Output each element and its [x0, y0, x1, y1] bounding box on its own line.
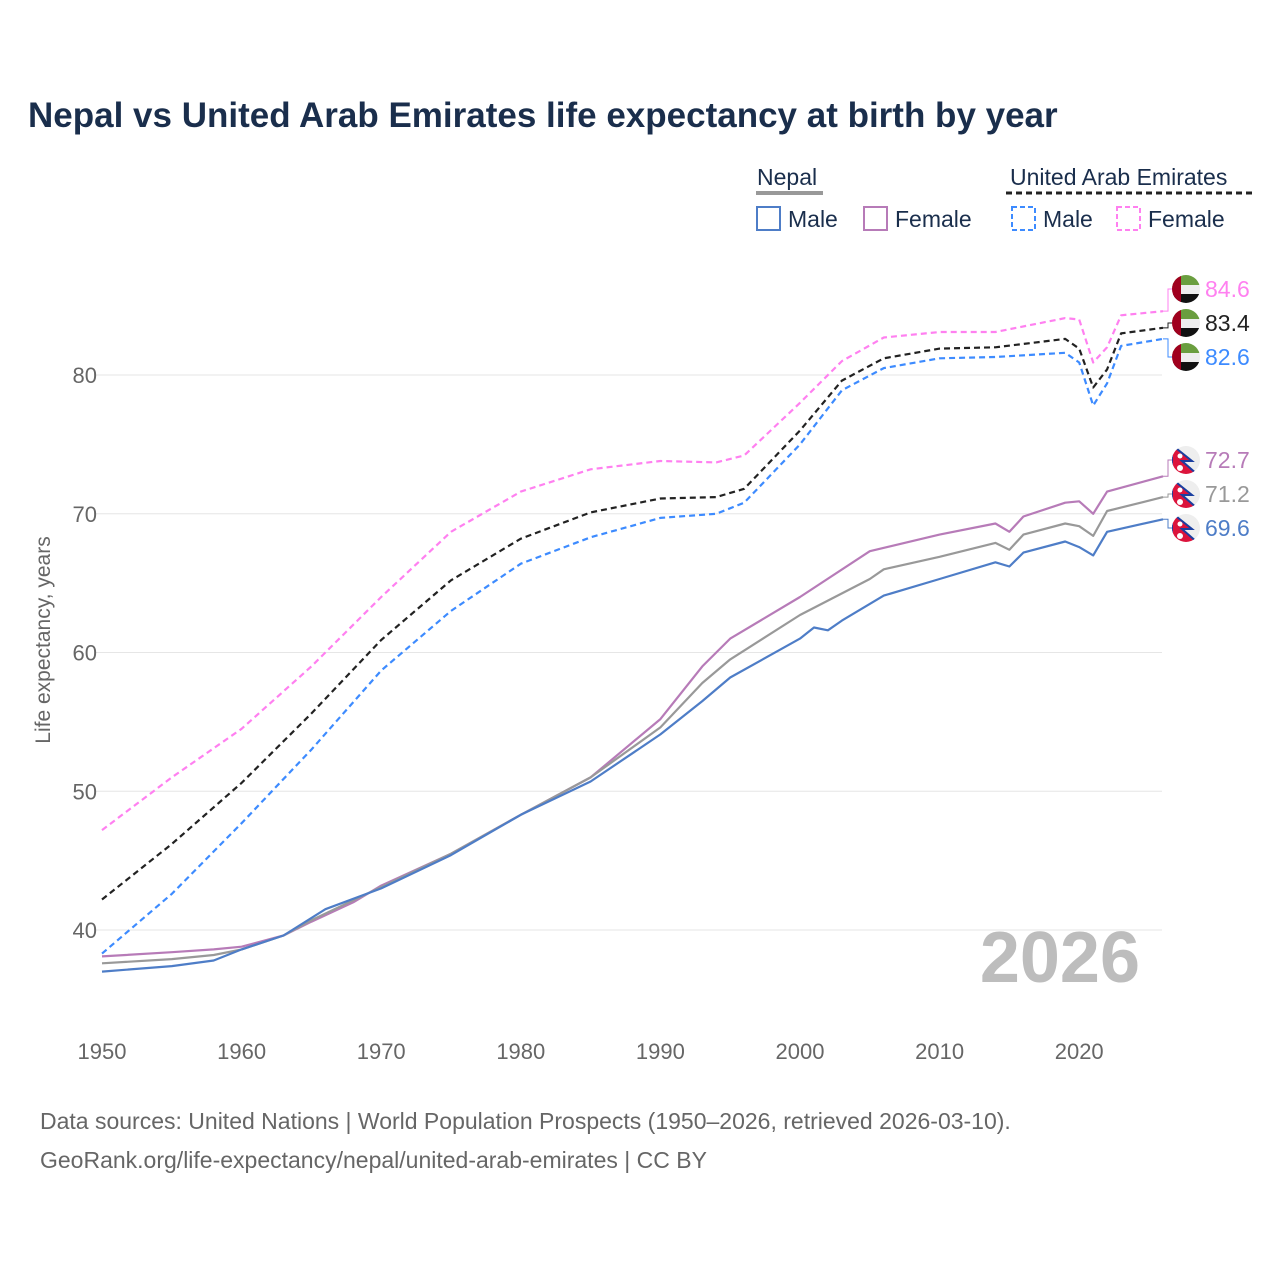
series-line [101, 518, 1164, 973]
series-united-arab-emirates-female: 84.6 [101, 275, 1250, 831]
legend-label-nepal-female[interactable]: Female [895, 206, 972, 232]
y-axis-label: Life expectancy, years [32, 536, 55, 743]
series-nepal-male: 69.6 [101, 514, 1250, 973]
x-tick-label: 2000 [776, 1039, 825, 1064]
flag-red [1172, 309, 1181, 337]
flag-white [1172, 285, 1200, 294]
uae-flag-icon [1172, 275, 1200, 303]
series-united-arab-emirates-total: 83.4 [101, 309, 1250, 901]
flag-moon [1177, 487, 1183, 493]
flag-black [1172, 328, 1200, 337]
legend-swatch-uae-female[interactable] [1116, 206, 1141, 231]
y-tick-label: 60 [73, 641, 97, 666]
series-line [101, 496, 1164, 965]
flag-sun [1177, 499, 1183, 505]
series-line [101, 475, 1164, 958]
y-tick-label: 50 [73, 779, 97, 804]
flag-green [1172, 343, 1200, 353]
x-tick-label: 1960 [217, 1039, 266, 1064]
legend-label-uae-male[interactable]: Male [1043, 206, 1093, 232]
flag-sun [1177, 465, 1183, 471]
flag-body [1172, 480, 1200, 508]
legend-group-nepal: Nepal [757, 164, 817, 190]
source-line-1: Data sources: United Nations | World Pop… [40, 1108, 1011, 1134]
legend-label-nepal-male[interactable]: Male [788, 206, 838, 232]
series-line [101, 326, 1164, 901]
flag-body [1172, 343, 1200, 371]
legend-swatch-nepal-male[interactable] [756, 206, 781, 231]
flag-moon [1177, 521, 1183, 527]
y-tick-label: 40 [73, 918, 97, 943]
legend-label-uae-female[interactable]: Female [1148, 206, 1225, 232]
year-watermark: 2026 [980, 918, 1140, 998]
flag-white [1172, 353, 1200, 362]
flag-body [1172, 514, 1200, 542]
x-tick-label: 2010 [915, 1039, 964, 1064]
x-tick-label: 1950 [78, 1039, 127, 1064]
x-tick-label: 1980 [496, 1039, 545, 1064]
series-line [101, 337, 1164, 955]
legend-group-uae: United Arab Emirates [1010, 164, 1227, 190]
nepal-flag-icon [1172, 514, 1200, 542]
flag-sun [1177, 533, 1183, 539]
series-united-arab-emirates-male: 82.6 [101, 337, 1250, 955]
flag-white [1172, 319, 1200, 328]
flag-green [1172, 275, 1200, 285]
x-tick-label: 1970 [357, 1039, 406, 1064]
uae-flag-icon [1172, 343, 1200, 371]
x-tick-label: 2020 [1055, 1039, 1104, 1064]
flag-black [1172, 362, 1200, 371]
end-value-label: 72.7 [1205, 447, 1250, 473]
end-value-label: 84.6 [1205, 276, 1250, 302]
end-value-label: 69.6 [1205, 515, 1250, 541]
legend-swatch-uae-male[interactable] [1011, 206, 1036, 231]
end-value-label: 82.6 [1205, 344, 1250, 370]
y-tick-label: 70 [73, 502, 97, 527]
flag-body [1172, 446, 1200, 474]
end-value-label: 83.4 [1205, 310, 1250, 336]
nepal-flag-icon [1172, 446, 1200, 474]
y-tick-label: 80 [73, 363, 97, 388]
flag-moon [1177, 453, 1183, 459]
flag-red [1172, 343, 1181, 371]
chart-title: Nepal vs United Arab Emirates life expec… [28, 96, 1058, 135]
series-line [101, 310, 1164, 831]
flag-body [1172, 309, 1200, 337]
nepal-flag-icon [1172, 480, 1200, 508]
flag-black [1172, 294, 1200, 303]
uae-flag-icon [1172, 309, 1200, 337]
flag-green [1172, 309, 1200, 319]
flag-body [1172, 275, 1200, 303]
end-value-label: 71.2 [1205, 481, 1250, 507]
x-tick-label: 1990 [636, 1039, 685, 1064]
flag-red [1172, 275, 1181, 303]
legend-swatch-nepal-female[interactable] [863, 206, 888, 231]
source-line-2[interactable]: GeoRank.org/life-expectancy/nepal/united… [40, 1147, 707, 1173]
